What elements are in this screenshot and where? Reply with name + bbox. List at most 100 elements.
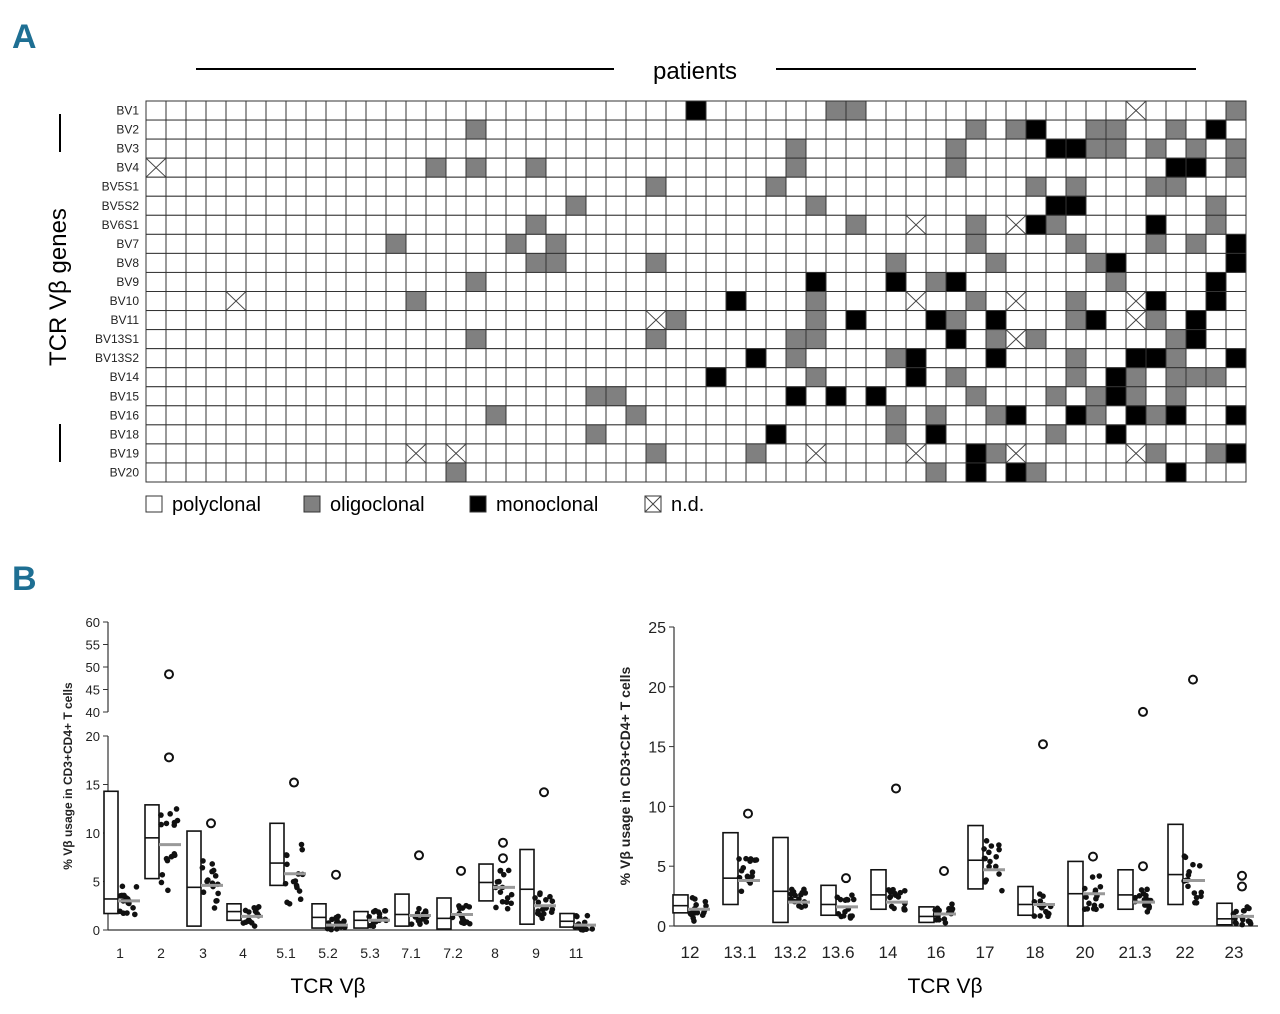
heatmap-cell-polyclonal xyxy=(425,348,447,369)
heatmap-cell-polyclonal xyxy=(445,176,467,197)
heatmap-cell-polyclonal xyxy=(225,100,247,121)
heatmap-cell-polyclonal xyxy=(1045,100,1067,121)
heatmap-cell-polyclonal xyxy=(165,386,187,407)
heatmap-cell-polyclonal xyxy=(285,176,307,197)
patient-dot xyxy=(297,896,304,903)
heatmap-cell-polyclonal xyxy=(665,271,687,293)
heatmap-cell-polyclonal xyxy=(765,119,787,140)
heatmap-cell-polyclonal xyxy=(205,443,227,464)
heatmap-cell-polyclonal xyxy=(465,310,487,331)
heatmap-cell-oligoclonal xyxy=(805,329,827,350)
heatmap-cell-polyclonal xyxy=(825,405,847,426)
heatmap-cell-oligoclonal xyxy=(1145,176,1167,197)
heatmap-cell-polyclonal xyxy=(425,405,447,426)
heatmap-cell-polyclonal xyxy=(625,100,647,121)
heatmap-cell-oligoclonal xyxy=(945,367,967,388)
heatmap-cell-monoclonal xyxy=(985,348,1007,369)
heatmap-cell-polyclonal xyxy=(705,386,727,407)
legend-nd-cross xyxy=(644,495,662,513)
heatmap-cell-polyclonal xyxy=(405,138,427,159)
patient-dot xyxy=(796,896,802,902)
heatmap-cell-polyclonal xyxy=(665,443,687,464)
heatmap-cell-polyclonal xyxy=(825,367,847,388)
patient-dot xyxy=(891,890,898,897)
heatmap-cell-polyclonal xyxy=(865,233,887,254)
heatmap-cell-polyclonal xyxy=(145,443,167,464)
heatmap-cell-polyclonal xyxy=(485,329,507,350)
heatmap-cell-polyclonal xyxy=(585,195,607,216)
patient-dot xyxy=(747,856,754,862)
heatmap-cell-polyclonal xyxy=(725,195,747,216)
heatmap-cell-polyclonal xyxy=(725,271,747,293)
heatmap-cell-polyclonal xyxy=(465,443,487,464)
heatmap-cell-polyclonal xyxy=(705,310,727,331)
patient-dot xyxy=(887,893,894,900)
heatmap-cell-polyclonal xyxy=(1205,176,1227,197)
heatmap-cell-polyclonal xyxy=(385,214,407,235)
heatmap-cell-polyclonal xyxy=(925,157,947,178)
heatmap-cell-polyclonal xyxy=(645,119,667,140)
heatmap-cell-polyclonal xyxy=(685,367,707,388)
heatmap-cell-oligoclonal xyxy=(1125,367,1147,388)
gene-label: BV5S1 xyxy=(102,180,140,194)
heatmap-cell-polyclonal xyxy=(565,252,587,273)
heatmap-cell-polyclonal xyxy=(1165,195,1187,216)
heatmap-cell-polyclonal xyxy=(505,138,527,159)
patient-dot xyxy=(901,905,907,912)
heatmap-cell-polyclonal xyxy=(425,462,447,483)
heatmap-cell-polyclonal xyxy=(1185,386,1207,407)
heatmap-cell-polyclonal xyxy=(145,348,167,369)
y-tick-label: 10 xyxy=(648,799,666,816)
heatmap-cell-polyclonal xyxy=(565,329,587,350)
heatmap-cell-polyclonal xyxy=(965,424,987,445)
heatmap-cell-polyclonal xyxy=(965,329,987,350)
heatmap-cell-polyclonal xyxy=(925,119,947,140)
patient-dot xyxy=(891,905,897,912)
heatmap-cell-polyclonal xyxy=(865,310,887,331)
heatmap-cell-polyclonal xyxy=(1205,386,1227,407)
heatmap-cell-polyclonal xyxy=(205,367,227,388)
heatmap-cell-polyclonal xyxy=(265,291,287,312)
heatmap-cell-polyclonal xyxy=(1105,348,1127,369)
x-tick-label: 12 xyxy=(681,943,700,962)
heatmap-cell-polyclonal xyxy=(205,138,227,159)
heatmap-cell-polyclonal xyxy=(1185,405,1207,426)
heatmap-cell-polyclonal xyxy=(545,291,567,312)
heatmap-cell-polyclonal xyxy=(785,100,807,121)
heatmap-cell-polyclonal xyxy=(1185,252,1207,273)
heatmap-cell-polyclonal xyxy=(1185,271,1207,293)
nd-cross xyxy=(1005,291,1027,311)
heatmap-cell-polyclonal xyxy=(365,443,387,464)
heatmap-cell-polyclonal xyxy=(165,329,187,350)
legend-swatch-oligoclonal xyxy=(303,495,321,513)
patient-dot xyxy=(215,890,221,897)
heatmap-cell-polyclonal xyxy=(305,271,327,293)
heatmap-cell-polyclonal xyxy=(425,386,447,407)
heatmap-cell-polyclonal xyxy=(1125,462,1147,483)
heatmap-cell-polyclonal xyxy=(1085,462,1107,483)
heatmap-cell-polyclonal xyxy=(945,214,967,235)
heatmap-cell-polyclonal xyxy=(225,443,247,464)
heatmap-cell-polyclonal xyxy=(885,443,907,464)
heatmap-cell-polyclonal xyxy=(345,119,367,140)
heatmap-cell-polyclonal xyxy=(665,214,687,235)
heatmap-cell-polyclonal xyxy=(205,195,227,216)
heatmap-cell-polyclonal xyxy=(325,233,347,254)
patient-dot xyxy=(461,919,467,926)
heatmap-cell-polyclonal xyxy=(945,291,967,312)
heatmap-cell-polyclonal xyxy=(425,176,447,197)
heatmap-cell-polyclonal xyxy=(445,252,467,273)
heatmap-cell-polyclonal xyxy=(845,119,867,140)
x-tick-label: 13.1 xyxy=(723,943,756,962)
heatmap-cell-polyclonal xyxy=(785,424,807,445)
heatmap-cell-oligoclonal xyxy=(1165,329,1187,350)
patient-dot xyxy=(849,892,855,898)
heatmap-cell-polyclonal xyxy=(705,348,727,369)
heatmap-cell-polyclonal xyxy=(725,386,747,407)
heatmap-cell-polyclonal xyxy=(525,386,547,407)
patient-dot xyxy=(1098,902,1105,909)
heatmap-cell-oligoclonal xyxy=(1065,233,1087,254)
patient-dot xyxy=(532,895,538,901)
patient-dot xyxy=(333,926,340,932)
heatmap-cell-polyclonal xyxy=(285,348,307,369)
